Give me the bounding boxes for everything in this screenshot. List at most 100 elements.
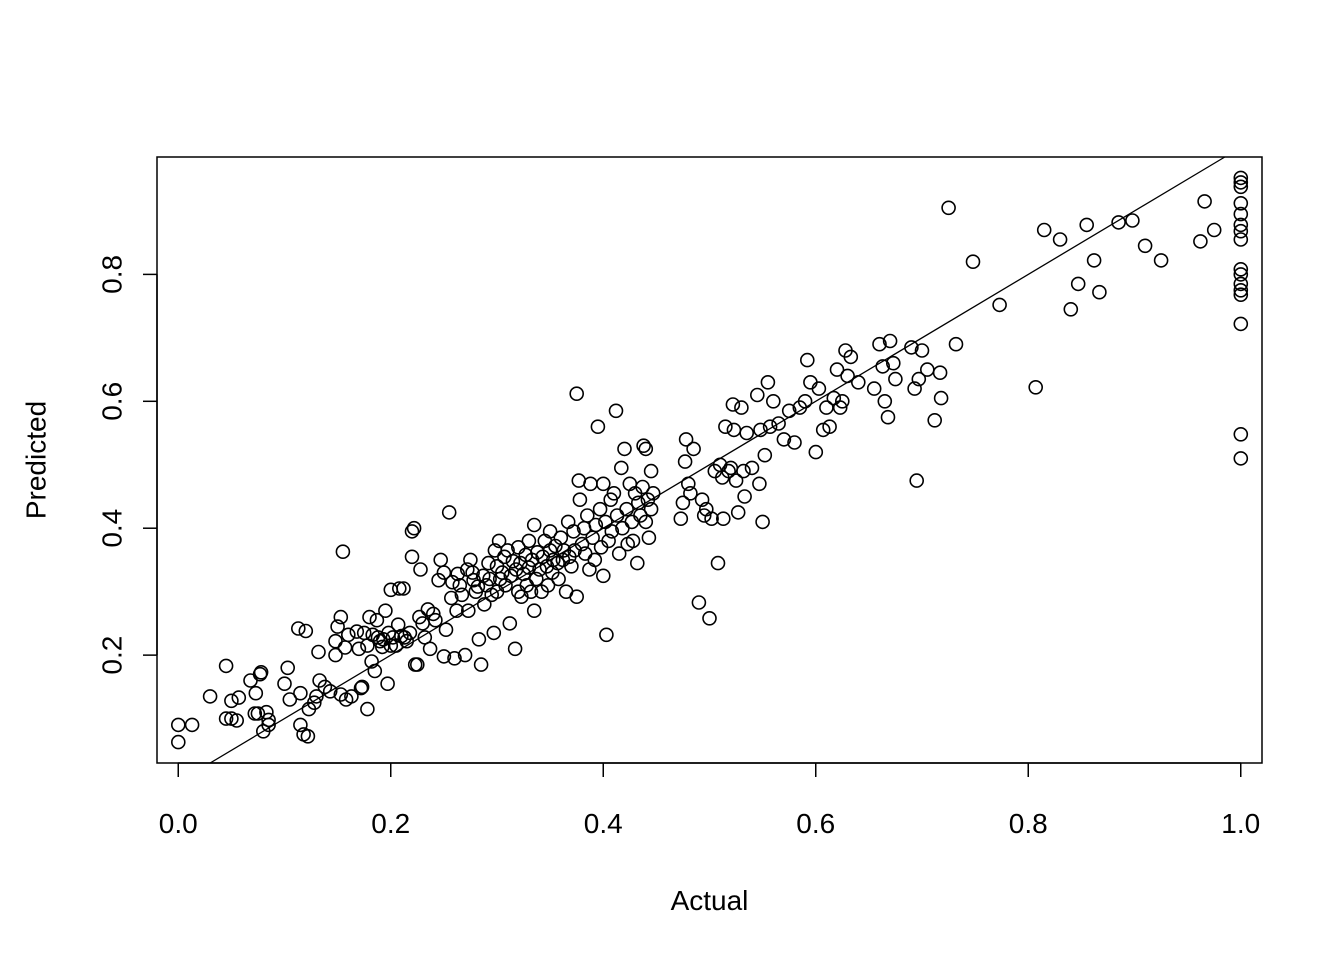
data-point: [349, 624, 365, 639]
data-point: [253, 664, 269, 680]
data-point: [542, 543, 558, 558]
data-point: [337, 640, 353, 655]
data-point: [436, 565, 452, 580]
data-point: [624, 514, 640, 530]
data-point: [566, 524, 581, 539]
data-point: [380, 676, 395, 692]
data-point: [521, 560, 537, 575]
data-point: [599, 627, 614, 643]
data-point: [450, 566, 466, 582]
data-point: [548, 538, 563, 554]
plot-frame: [156, 156, 1263, 764]
reference-line: [209, 156, 1226, 764]
data-point: [1233, 261, 1249, 277]
data-point: [443, 590, 459, 606]
x-tick-label: 1.0: [1221, 808, 1260, 839]
data-point: [333, 609, 349, 625]
data-point: [1197, 194, 1212, 209]
data-point: [749, 387, 765, 403]
data-point: [948, 336, 964, 352]
data-point: [218, 658, 234, 674]
x-tick-label: 0.4: [584, 808, 623, 839]
data-point: [1111, 215, 1126, 230]
data-point: [385, 630, 401, 645]
data-point: [1086, 253, 1102, 268]
data-point: [569, 386, 585, 402]
data-point: [1233, 175, 1249, 190]
data-point: [582, 562, 597, 577]
data-point: [460, 603, 476, 619]
data-point: [1233, 179, 1249, 195]
data-point: [606, 485, 622, 501]
data-point: [911, 371, 927, 387]
data-point: [261, 712, 276, 728]
data-point: [378, 603, 393, 619]
x-axis: 0.0 0.2 0.4 0.6 0.8 1.0: [159, 762, 1260, 839]
data-point: [1193, 234, 1208, 249]
data-point: [787, 435, 802, 450]
data-point: [526, 517, 542, 533]
data-point: [590, 419, 606, 435]
x-axis-label: Actual: [671, 885, 749, 916]
x-tick-label: 0.0: [159, 808, 198, 839]
data-point: [433, 552, 449, 568]
data-point: [328, 647, 343, 663]
data-point: [473, 657, 489, 672]
data-point: [811, 381, 827, 396]
data-point: [523, 584, 539, 600]
data-point: [476, 597, 492, 612]
y-tick-label: 0.6: [97, 382, 128, 421]
data-point: [1233, 170, 1249, 186]
data-point: [322, 683, 338, 699]
data-point: [344, 689, 359, 704]
data-point: [592, 501, 608, 517]
data-point: [298, 623, 314, 639]
data-point: [218, 711, 234, 726]
x-tick-label: 0.2: [371, 808, 410, 839]
data-point: [293, 717, 308, 733]
data-point: [481, 555, 496, 571]
data-point: [564, 558, 579, 574]
data-point: [919, 362, 935, 377]
data-point: [638, 514, 654, 530]
data-point: [1070, 276, 1086, 292]
data-point: [595, 568, 611, 584]
data-point: [452, 577, 468, 593]
data-point: [678, 432, 694, 447]
data-point: [611, 546, 627, 561]
data-point: [482, 571, 497, 587]
data-point: [510, 539, 526, 555]
data-point: [635, 479, 650, 495]
data-point: [402, 625, 418, 641]
data-point: [702, 610, 717, 626]
data-point: [1153, 253, 1169, 268]
data-point: [888, 371, 903, 387]
data-point: [726, 422, 742, 438]
data-point: [383, 638, 399, 653]
data-point: [686, 441, 701, 457]
data-point: [803, 374, 818, 390]
data-point: [755, 514, 770, 530]
data-point: [1233, 223, 1249, 239]
data-point: [171, 717, 186, 733]
data-point: [691, 595, 707, 610]
data-point: [725, 397, 741, 412]
data-point: [449, 603, 464, 619]
y-tick-label: 0.8: [97, 255, 128, 294]
data-point: [465, 565, 480, 580]
data-point: [771, 416, 786, 431]
data-point: [1079, 217, 1094, 233]
data-point: [588, 517, 604, 533]
data-point: [765, 393, 781, 409]
data-point: [683, 485, 698, 501]
data-point: [491, 533, 507, 549]
data-point: [328, 633, 343, 649]
data-point: [282, 692, 298, 707]
data-point: [808, 444, 824, 460]
data-point: [932, 365, 948, 381]
data-point: [447, 650, 462, 666]
data-point: [406, 520, 422, 536]
data-point: [613, 460, 629, 476]
data-point: [409, 657, 425, 672]
